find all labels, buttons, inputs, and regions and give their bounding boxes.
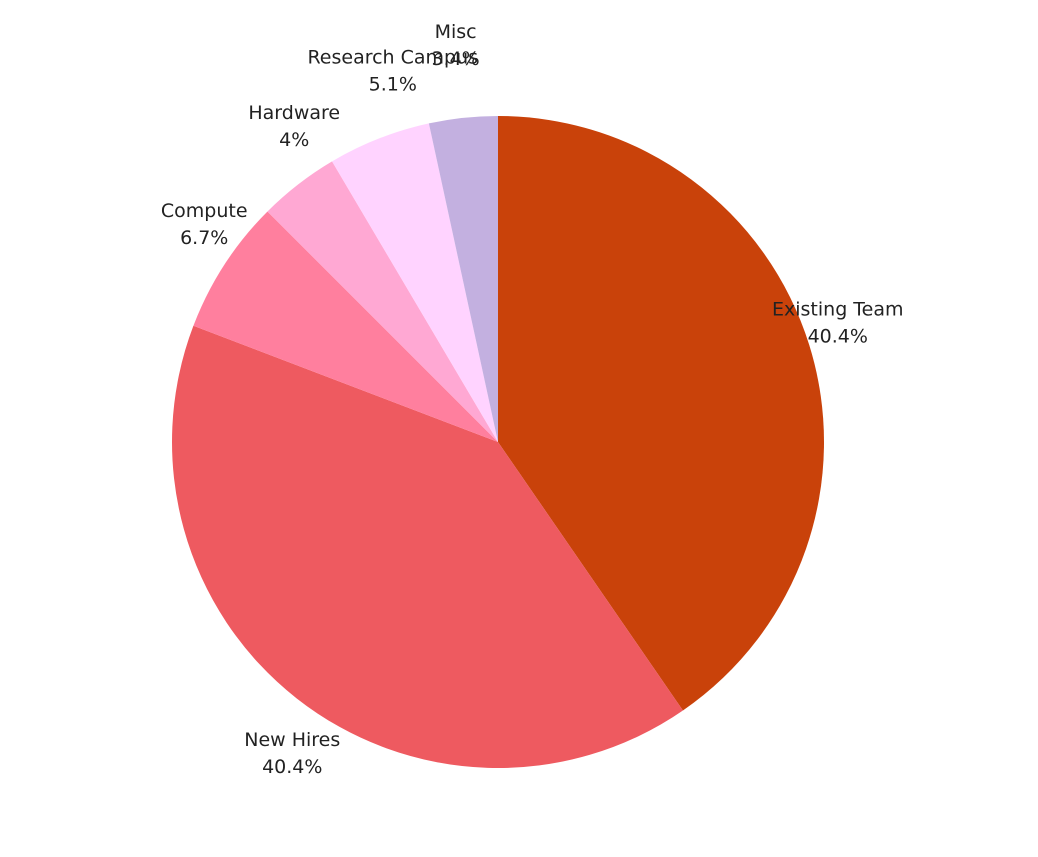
slice-label: Existing Team — [772, 298, 904, 320]
value-label: 5.1% — [369, 73, 417, 95]
pie-slice — [498, 116, 824, 711]
pie-slice — [172, 325, 683, 768]
slice-label: New Hires — [244, 729, 340, 751]
value-label: 4% — [279, 129, 309, 151]
value-label: 3.4% — [431, 48, 479, 70]
slice-label: Research Campus — [307, 46, 478, 68]
pie-slice — [267, 161, 498, 442]
value-label: 40.4% — [262, 756, 322, 778]
value-label: 6.7% — [180, 227, 228, 249]
pie-slice — [193, 211, 499, 442]
pie-slice — [428, 116, 498, 442]
slice-label: Hardware — [248, 102, 340, 124]
pie-slice — [332, 123, 498, 443]
value-label: 40.4% — [808, 325, 868, 347]
slice-label: Compute — [161, 200, 248, 222]
slice-label: Misc — [435, 21, 477, 43]
